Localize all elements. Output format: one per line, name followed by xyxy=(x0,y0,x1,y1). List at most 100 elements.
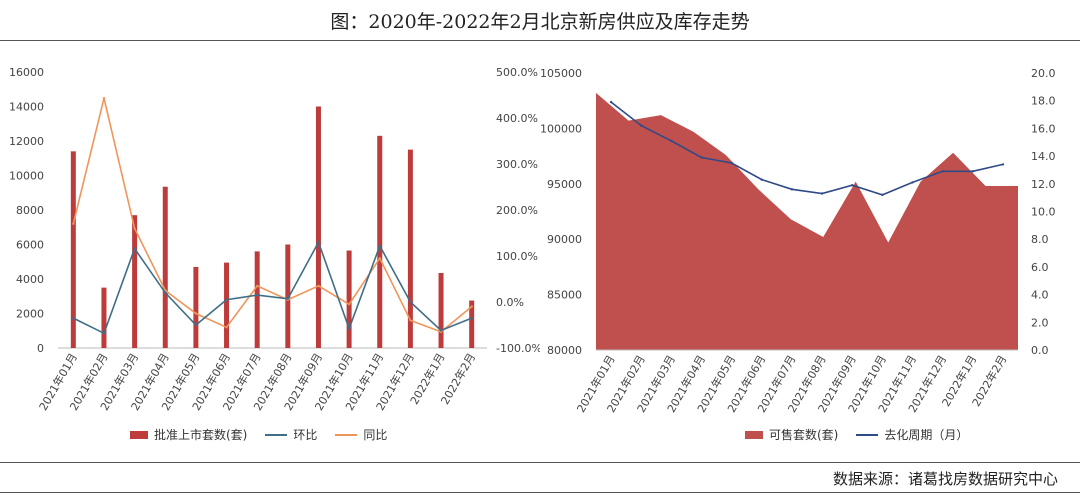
bottom-divider xyxy=(0,492,1080,493)
supply-bar xyxy=(438,272,444,348)
legend-swatch-bar xyxy=(130,430,148,439)
legend-right: 可售套数(套) 去化周期（月） xyxy=(745,426,986,443)
mom-line-point xyxy=(286,297,290,300)
yoy-line-point xyxy=(133,227,136,230)
y-left-tick-label: 80000 xyxy=(547,344,582,357)
supply-bar xyxy=(469,300,475,348)
chart-title: 图：2020年-2022年2月北京新房供应及库存走势 xyxy=(330,10,750,33)
sell-through-cycle-line-point xyxy=(790,188,794,191)
legend-item-bar: 批准上市套数(套) xyxy=(130,426,247,443)
y-right-tick-label: 12.0 xyxy=(1031,178,1056,191)
sell-through-cycle-line-point xyxy=(971,170,974,173)
sell-through-cycle-line-point xyxy=(851,183,854,187)
mom-line-point xyxy=(102,332,106,335)
available-units-area xyxy=(596,92,1018,351)
sell-through-cycle-line-point xyxy=(1001,163,1005,166)
mom-line-point xyxy=(470,316,473,320)
supply-chart: 0 2000 4000 6000 8000 10000 12000 14000 16000 -10… xyxy=(9,66,540,413)
supply-bar xyxy=(132,215,138,348)
y-left-tick-label: 0 xyxy=(37,342,44,355)
supply-bar xyxy=(377,135,383,348)
legend-swatch-mom xyxy=(265,433,288,436)
sell-through-cycle-line-point xyxy=(609,100,613,104)
mom-line-point xyxy=(347,327,351,330)
sell-through-cycle-line-point xyxy=(700,156,703,159)
mom-line-point xyxy=(164,291,167,294)
yoy-line-point xyxy=(317,284,320,288)
supply-bar xyxy=(315,106,321,348)
yoy-line-point xyxy=(347,303,351,306)
legend-label-yoy: 同比 xyxy=(363,428,388,442)
legend-label-mom: 环比 xyxy=(293,428,318,442)
yoy-line xyxy=(72,98,473,333)
sell-through-cycle-line-point xyxy=(730,161,733,165)
y-right-tick-label: 4.0 xyxy=(1031,289,1049,302)
y-right-tick-label: 14.0 xyxy=(1031,150,1056,163)
y-right-tick-label: 8.0 xyxy=(1031,233,1049,246)
sell-through-cycle-line-point xyxy=(941,170,944,173)
sell-through-cycle-line-point xyxy=(640,124,643,127)
inventory-chart: 80000 85000 90000 95000 100000 105000 0.0 2.0 4.… xyxy=(540,67,1056,415)
y-left-tick-label: 85000 xyxy=(547,289,582,302)
yoy-line-point xyxy=(470,305,473,308)
supply-bar xyxy=(162,186,168,348)
y-left-tick-label: 8000 xyxy=(16,204,44,217)
supply-bar xyxy=(254,251,260,348)
legend-label-area: 可售套数(套) xyxy=(769,428,839,442)
legend-item-mom: 环比 xyxy=(265,426,317,443)
sell-through-cycle-line-point xyxy=(881,193,884,197)
sell-through-cycle-line xyxy=(610,101,1004,196)
legend-swatch-area xyxy=(745,430,763,439)
supply-bar xyxy=(346,250,352,348)
sell-through-cycle-line-point xyxy=(820,192,824,195)
mom-line-point xyxy=(72,316,75,320)
y-right-tick-label: 20.0 xyxy=(1031,67,1056,80)
y-right-tick-label: 300.0% xyxy=(496,158,538,171)
yoy-line-point xyxy=(409,319,412,322)
y-right-tick-label: 6.0 xyxy=(1031,261,1049,274)
y-left-tick-label: 105000 xyxy=(540,67,582,80)
legend-left: 批准上市套数(套) 环比 同比 xyxy=(130,426,405,443)
title-divider xyxy=(0,40,1080,41)
supply-bar xyxy=(224,262,230,348)
mom-line-point xyxy=(255,293,259,297)
y-right-tick-label: 500.0% xyxy=(496,66,538,79)
sell-through-cycle-line-point xyxy=(911,181,914,184)
yoy-line-point xyxy=(225,326,228,329)
y-left-tick-label: 100000 xyxy=(540,122,582,135)
mom-line-point xyxy=(133,247,136,250)
y-right-tick-label: 2.0 xyxy=(1031,316,1049,329)
y-left-tick-label: 4000 xyxy=(16,273,44,286)
y-left-tick-label: 95000 xyxy=(547,178,582,191)
y-right-tick-label: 400.0% xyxy=(496,112,538,125)
mom-line xyxy=(72,240,472,335)
supply-bar xyxy=(193,266,199,348)
mom-line-point xyxy=(409,300,412,304)
y-right-tick-label: 10.0 xyxy=(1031,206,1056,219)
mom-line-point xyxy=(317,241,320,244)
mom-line-point xyxy=(378,244,381,248)
legend-swatch-yoy xyxy=(335,433,358,436)
supply-bar xyxy=(70,151,76,348)
legend-swatch-cycle xyxy=(856,433,879,436)
legend-item-yoy: 同比 xyxy=(335,426,387,443)
legend-item-cycle: 去化周期（月） xyxy=(856,426,968,443)
supply-bar xyxy=(285,244,291,348)
mom-line-point xyxy=(194,323,198,327)
data-source: 数据来源：诸葛找房数据研究中心 xyxy=(832,470,1058,488)
supply-bar xyxy=(407,149,413,348)
y-right-tick-label: 0.0% xyxy=(496,296,524,309)
y-left-tick-label: 2000 xyxy=(16,308,44,321)
y-left-tick-label: 12000 xyxy=(9,135,44,148)
legend-item-area: 可售套数(套) xyxy=(745,426,838,443)
y-right-tick-label: 0.0 xyxy=(1031,344,1049,357)
yoy-line-point xyxy=(194,312,198,315)
yoy-line-point xyxy=(102,97,106,100)
y-right-tick-label: 18.0 xyxy=(1031,95,1056,108)
legend-label-cycle: 去化周期（月） xyxy=(884,428,969,442)
y-left-tick-label: 90000 xyxy=(547,233,582,246)
y-right-tick-label: 200.0% xyxy=(496,204,538,217)
yoy-line-point xyxy=(72,222,75,225)
y-right-tick-label: 16.0 xyxy=(1031,122,1056,135)
sell-through-cycle-line-point xyxy=(760,178,763,181)
